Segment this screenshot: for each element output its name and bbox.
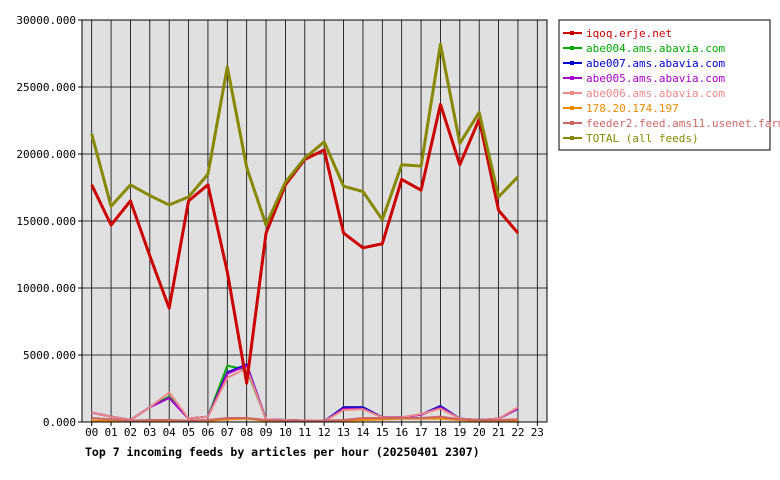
x-axis-ticks: 00 01 02 03 04 05 06 07 08 09 10 11 12 13 14 15 16 17 18 19…: [85, 422, 544, 439]
legend-marker: [570, 61, 574, 65]
x-tick-label: 07: [221, 426, 234, 439]
legend-marker: [570, 106, 574, 110]
legend-label: iqoq.erje.net: [586, 27, 672, 40]
x-tick-label: 02: [124, 426, 137, 439]
x-tick-label: 23: [531, 426, 544, 439]
x-tick-label: 20: [473, 426, 486, 439]
x-tick-label: 15: [376, 426, 389, 439]
x-tick-label: 09: [259, 426, 272, 439]
x-tick-label: 12: [318, 426, 331, 439]
x-tick-label: 08: [240, 426, 253, 439]
x-tick-label: 03: [143, 426, 156, 439]
x-tick-label: 18: [434, 426, 447, 439]
legend-label: abe004.ams.abavia.com: [586, 42, 725, 55]
legend-entries: iqoq.erje.net abe004.ams.abavia.com abe007…: [563, 27, 780, 145]
series-line-total-all-feeds-: [90, 42, 520, 227]
x-tick-label: 13: [337, 426, 350, 439]
y-tick-label: 5000.000: [23, 349, 76, 362]
x-tick-label: 11: [298, 426, 311, 439]
legend-label: abe005.ams.abavia.com: [586, 72, 725, 85]
legend-marker: [570, 46, 574, 50]
x-tick-label: 06: [201, 426, 214, 439]
y-tick-label: 15000.000: [16, 215, 76, 228]
y-tick-label: 25000.000: [16, 81, 76, 94]
legend-marker: [570, 121, 574, 125]
series-line-feeder2-feed-ams11-usenet-farm: [91, 415, 518, 422]
legend-marker: [570, 76, 574, 80]
x-tick-label: 14: [356, 426, 370, 439]
legend-label: abe007.ams.abavia.com: [586, 57, 725, 70]
series-lines: [90, 42, 520, 423]
x-tick-label: 19: [453, 426, 466, 439]
legend-label: 178.20.174.197: [586, 102, 679, 115]
legend-box: [558, 19, 771, 151]
legend-marker: [570, 31, 574, 35]
x-tick-label: 04: [163, 426, 177, 439]
y-tick-label: 10000.000: [16, 282, 76, 295]
legend-label: abe006.ams.abavia.com: [586, 87, 725, 100]
x-tick-label: 10: [279, 426, 292, 439]
y-tick-label: 20000.000: [16, 148, 76, 161]
legend-label: feeder2.feed.ams11.usenet.farm: [586, 117, 780, 130]
x-tick-label: 16: [395, 426, 408, 439]
legend-label: TOTAL (all feeds): [586, 132, 699, 145]
x-tick-label: 22: [511, 426, 524, 439]
legend-marker: [570, 136, 574, 140]
chart-caption: Top 7 incoming feeds by articles per hou…: [85, 445, 480, 459]
legend-marker: [570, 91, 574, 95]
x-tick-label: 05: [182, 426, 195, 439]
y-axis-ticks: 0.000 5000.000 10000.000 15000.000 20000.000…: [16, 14, 82, 429]
x-tick-label: 01: [104, 426, 117, 439]
x-tick-label: 21: [492, 426, 505, 439]
y-tick-label: 30000.000: [16, 14, 76, 27]
x-tick-label: 17: [414, 426, 427, 439]
legend: iqoq.erje.net abe004.ams.abavia.com abe007…: [558, 19, 780, 151]
y-tick-label: 0.000: [43, 416, 76, 429]
x-tick-label: 00: [85, 426, 98, 439]
